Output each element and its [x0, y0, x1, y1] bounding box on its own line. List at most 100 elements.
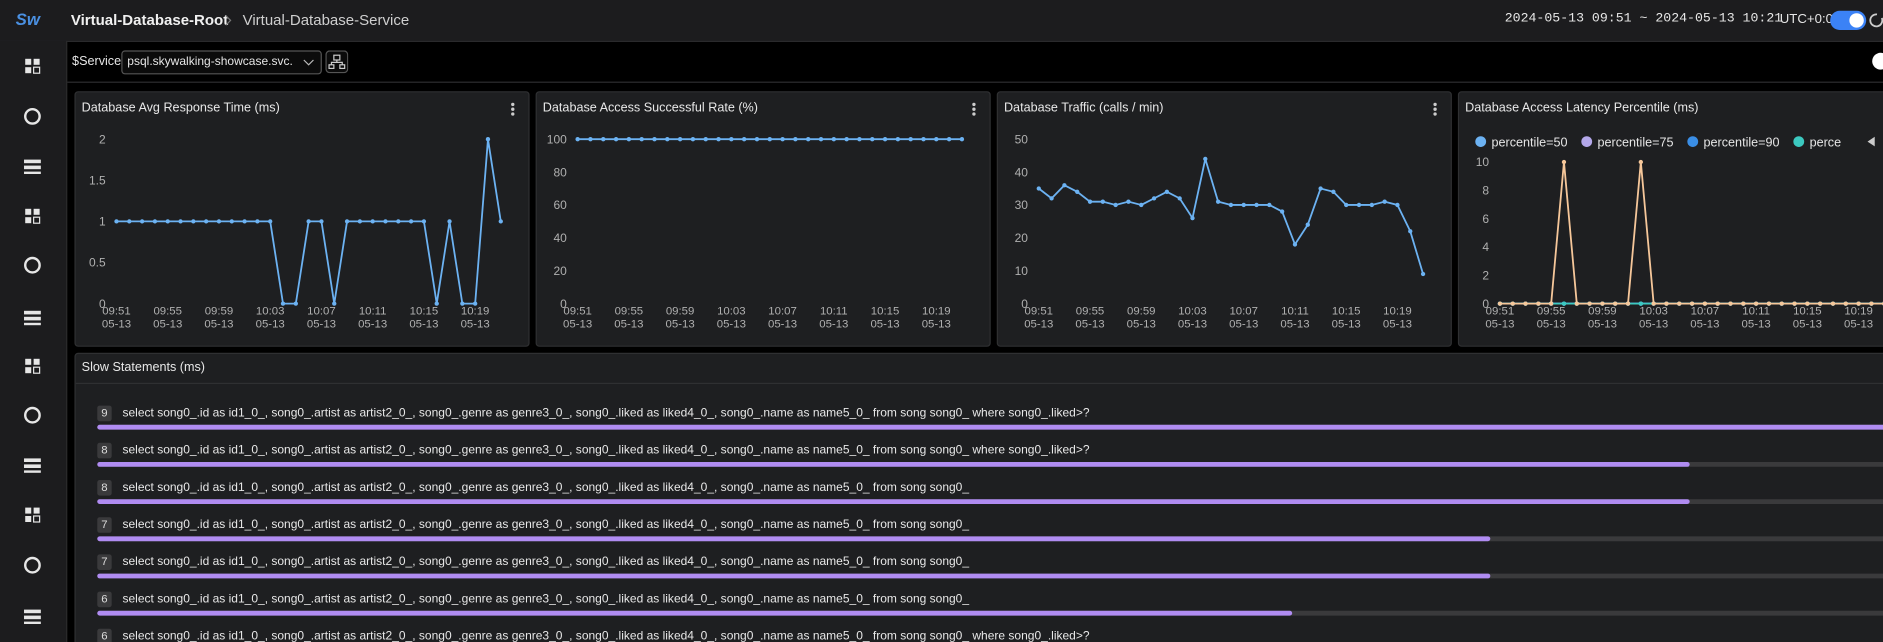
toggle[interactable]	[1864, 52, 1883, 74]
point	[1626, 301, 1630, 305]
legend-label: percentile=75	[1598, 135, 1674, 149]
x-tick-label: 05-13	[563, 319, 592, 331]
breadcrumb-current[interactable]: Virtual-Database-Service	[243, 12, 410, 29]
statement-text: select song0_.id as id1_0_, song0_.artis…	[122, 444, 1089, 457]
point	[345, 219, 349, 223]
point	[1152, 196, 1156, 200]
x-tick-label: 10:03	[1178, 305, 1207, 317]
point	[1216, 200, 1220, 204]
y-tick-label: 100	[547, 132, 567, 146]
point	[704, 137, 708, 141]
point	[1242, 203, 1246, 207]
x-tick-label: 09:51	[563, 305, 592, 317]
x-tick-label: 05-13	[1793, 319, 1822, 331]
topology-button[interactable]	[325, 50, 348, 73]
menu-dot	[972, 108, 975, 111]
point	[1639, 160, 1643, 164]
x-tick-label: 09:59	[205, 305, 234, 317]
chart: 0102030405009:5105-1309:5505-1309:5905-1…	[998, 92, 1451, 345]
x-tick-label: 05-13	[819, 319, 848, 331]
point	[870, 137, 874, 141]
point	[1741, 301, 1745, 305]
point	[1754, 301, 1758, 305]
point	[1229, 203, 1233, 207]
panel-title: Slow Statements (ms)	[82, 360, 205, 374]
point	[960, 137, 964, 141]
point	[588, 137, 592, 141]
point	[1600, 301, 1604, 305]
statement-text: select song0_.id as id1_0_, song0_.artis…	[122, 518, 969, 531]
point	[1767, 301, 1771, 305]
point	[1613, 301, 1617, 305]
x-tick-label: 05-13	[153, 319, 182, 331]
statement-text: select song0_.id as id1_0_, song0_.artis…	[122, 407, 1089, 420]
icon-shape	[34, 516, 40, 522]
icon-shape	[24, 616, 41, 620]
chart: 00.511.5209:5105-1309:5505-1309:5905-131…	[76, 92, 529, 345]
breadcrumb-root[interactable]: Virtual-Database-Root	[71, 12, 228, 29]
time-range[interactable]: 2024-05-13 09:51 ~ 2024-05-13 10:21	[1505, 12, 1782, 26]
sidebar-icons[interactable]	[0, 41, 66, 642]
divider	[76, 383, 1883, 384]
x-tick-label: 10:03	[256, 305, 285, 317]
line-series	[1039, 159, 1423, 274]
point	[729, 137, 733, 141]
x-tick-label: 05-13	[1690, 319, 1719, 331]
nav-icon	[25, 508, 39, 522]
point	[396, 219, 400, 223]
point	[1703, 301, 1707, 305]
nav-icon	[24, 610, 41, 624]
point	[1690, 301, 1694, 305]
point	[1728, 301, 1732, 305]
x-tick-label: 05-13	[922, 319, 951, 331]
icon-shape	[25, 217, 31, 223]
bar	[97, 536, 1491, 541]
chart-panel: Database Avg Response Time (ms) 00.511.5…	[74, 91, 529, 347]
nav-icon	[25, 359, 39, 373]
point	[447, 219, 451, 223]
x-tick-label: 05-13	[1178, 319, 1207, 331]
point	[1716, 301, 1720, 305]
x-tick-label: 05-13	[1127, 319, 1156, 331]
nav-icon	[24, 458, 41, 472]
x-tick-label: 09:51	[1025, 305, 1054, 317]
point	[780, 137, 784, 141]
point	[1639, 301, 1643, 305]
icon-shape	[25, 408, 39, 422]
point	[1293, 242, 1297, 246]
point	[306, 219, 310, 223]
x-tick-label: 05-13	[204, 319, 233, 331]
x-tick-label: 05-13	[1024, 319, 1053, 331]
statement-count: 9	[97, 406, 111, 422]
point	[1203, 157, 1207, 161]
point	[1165, 190, 1169, 194]
point	[742, 137, 746, 141]
x-tick-label: 05-13	[409, 319, 438, 331]
icon-shape	[34, 508, 40, 514]
chart: 024681009:5105-1309:5505-1309:5905-1310:…	[1459, 92, 1883, 345]
point	[1523, 301, 1527, 305]
line-series	[1500, 162, 1883, 304]
point	[1357, 203, 1361, 207]
x-tick-label: 05-13	[768, 319, 797, 331]
point	[575, 137, 579, 141]
y-tick-label: 8	[1482, 184, 1489, 198]
x-tick-label: 05-13	[358, 319, 387, 331]
point	[1664, 301, 1668, 305]
icon-shape	[25, 558, 39, 572]
logo[interactable]: Sw	[16, 10, 40, 29]
header-controls[interactable]	[1829, 10, 1883, 32]
x-tick-label: 05-13	[307, 319, 336, 331]
icon-shape	[34, 59, 40, 65]
x-tick-label: 10:03	[1639, 305, 1668, 317]
point	[1536, 301, 1540, 305]
point	[1049, 196, 1053, 200]
point	[1562, 160, 1566, 164]
point	[204, 219, 208, 223]
x-tick-label: 05-13	[1332, 319, 1361, 331]
x-tick-label: 10:19	[1383, 305, 1412, 317]
point	[1254, 203, 1258, 207]
nav-icon	[25, 258, 39, 272]
service-select[interactable]: psql.skywalking-showcase.svc.	[121, 50, 322, 74]
